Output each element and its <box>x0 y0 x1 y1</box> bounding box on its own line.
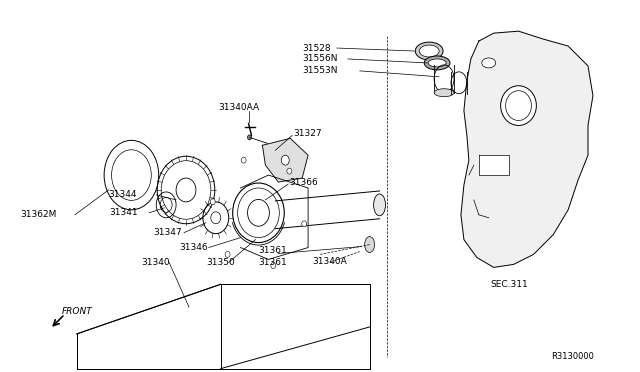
Polygon shape <box>262 138 308 182</box>
Text: 31553N: 31553N <box>302 66 338 76</box>
Text: 31361: 31361 <box>259 258 287 267</box>
Ellipse shape <box>211 199 215 205</box>
Ellipse shape <box>248 135 252 140</box>
Text: 31362M: 31362M <box>20 210 56 219</box>
Ellipse shape <box>241 157 246 163</box>
Ellipse shape <box>500 86 536 125</box>
Text: 31350: 31350 <box>206 258 235 267</box>
Ellipse shape <box>434 89 454 97</box>
Text: 31340AA: 31340AA <box>219 103 260 112</box>
Text: SEC.311: SEC.311 <box>491 280 529 289</box>
Text: 31528: 31528 <box>302 44 331 52</box>
Text: 31340A: 31340A <box>312 257 347 266</box>
Text: 31556N: 31556N <box>302 54 338 64</box>
Ellipse shape <box>482 58 495 68</box>
Text: 31361: 31361 <box>259 246 287 255</box>
Ellipse shape <box>428 59 446 67</box>
Ellipse shape <box>301 221 307 227</box>
Ellipse shape <box>415 42 443 60</box>
Text: 31347: 31347 <box>153 228 182 237</box>
Polygon shape <box>461 31 593 267</box>
Ellipse shape <box>365 237 374 253</box>
Text: R3130000: R3130000 <box>551 352 594 361</box>
Ellipse shape <box>287 168 292 174</box>
Ellipse shape <box>225 251 230 257</box>
Ellipse shape <box>419 45 439 57</box>
Polygon shape <box>479 155 509 175</box>
Ellipse shape <box>282 155 289 165</box>
Text: 31340: 31340 <box>141 258 170 267</box>
Text: 31366: 31366 <box>289 177 318 186</box>
Ellipse shape <box>374 194 385 216</box>
Ellipse shape <box>271 263 276 269</box>
Text: 31327: 31327 <box>293 129 322 138</box>
Text: FRONT: FRONT <box>62 307 93 315</box>
Ellipse shape <box>424 56 450 70</box>
Text: 31346: 31346 <box>179 243 208 252</box>
Text: 31341: 31341 <box>109 208 138 217</box>
Text: 31344: 31344 <box>109 190 137 199</box>
